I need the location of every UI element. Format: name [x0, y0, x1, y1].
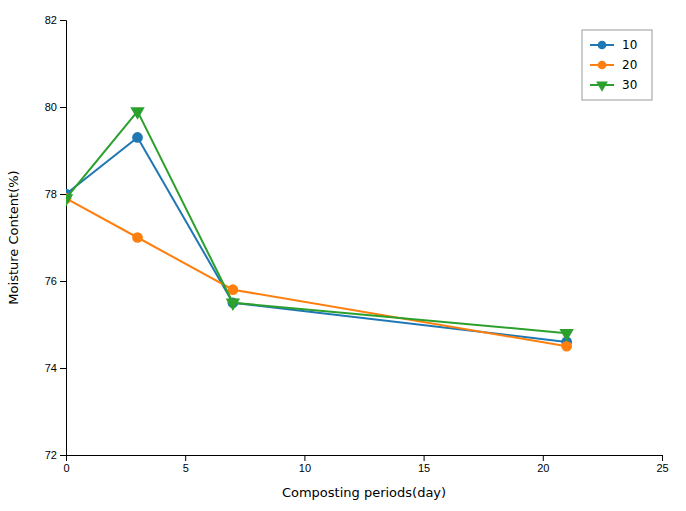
tick-label: 80: [45, 101, 57, 113]
tick-label: 25: [656, 462, 668, 474]
marks: [66, 107, 574, 351]
tick-label: 76: [45, 275, 57, 287]
tick-mark: [662, 455, 663, 461]
tick-label: 74: [45, 362, 57, 374]
point: [226, 299, 240, 311]
x-axis-title: Composting periods(day): [282, 485, 446, 500]
chart: 0 5 10 15 20 25 72 74 76 78 80 82 10 20 30 Composting p…: [0, 0, 686, 511]
tick: 76: [45, 275, 66, 287]
tick-mark: [60, 368, 66, 369]
point: [66, 194, 73, 206]
tick-mark: [60, 281, 66, 282]
tick: 78: [45, 188, 66, 200]
tick: 80: [45, 101, 66, 113]
legend-label: 20: [622, 58, 637, 72]
tick-mark: [60, 107, 66, 108]
series-line: [66, 198, 567, 346]
tick-label: 15: [418, 462, 430, 474]
tick: 20: [537, 455, 549, 474]
tick-mark: [60, 455, 66, 456]
x-axis: 0 5 10 15 20 25: [63, 455, 668, 474]
legend-label: 10: [622, 38, 637, 52]
legend-item: 10: [590, 38, 637, 52]
point: [130, 107, 144, 119]
legend-label: 30: [622, 78, 637, 92]
tick: 5: [183, 455, 189, 474]
tick-label: 20: [537, 462, 549, 474]
tick: 25: [656, 455, 668, 474]
tick-label: 78: [45, 188, 57, 200]
x-axis-line: [67, 456, 663, 462]
y-axis: 72 74 76 78 80 82: [45, 14, 67, 461]
tick-mark: [543, 455, 544, 461]
tick-label: 82: [45, 14, 57, 26]
tick: 15: [418, 455, 430, 474]
point: [559, 329, 573, 341]
tick-mark: [185, 455, 186, 461]
tick-mark: [60, 194, 66, 195]
tick: 72: [45, 449, 66, 461]
tick: 74: [45, 362, 66, 374]
point: [132, 132, 143, 143]
tick-label: 5: [183, 462, 189, 474]
point: [132, 232, 143, 243]
legend-marker: [598, 41, 607, 50]
legend-marker: [596, 82, 608, 92]
legend-item: 30: [590, 78, 637, 92]
legend-frame: [582, 30, 652, 100]
plot: 0 5 10 15 20 25 72 74 76 78 80 82 10 20 30: [45, 14, 669, 474]
y-axis-title: Moisture Content(%): [6, 170, 21, 304]
tick-mark: [424, 455, 425, 461]
y-axis-line: [60, 21, 67, 456]
legend-marker: [598, 61, 607, 70]
series-line: [66, 111, 567, 333]
tick: 82: [45, 14, 66, 26]
tick-mark: [60, 20, 66, 21]
tick-mark: [304, 455, 305, 461]
tick: 10: [299, 455, 311, 474]
tick-label: 10: [299, 462, 311, 474]
tick-label: 0: [63, 462, 69, 474]
point: [561, 341, 572, 352]
legend: 10 20 30: [582, 30, 652, 100]
tick-label: 72: [45, 449, 57, 461]
legend-item: 20: [590, 58, 637, 72]
tick: 0: [63, 455, 69, 474]
